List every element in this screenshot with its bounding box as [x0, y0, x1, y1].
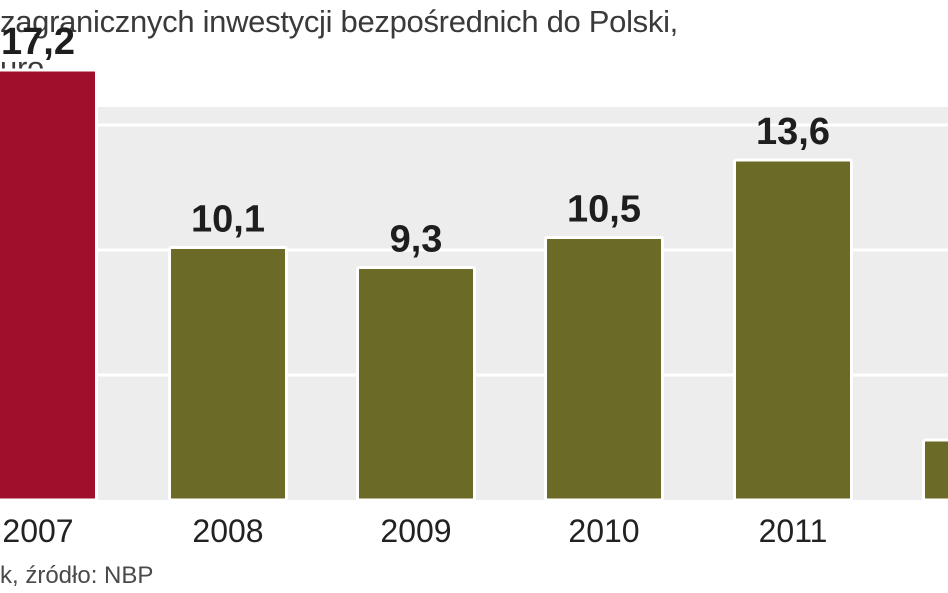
tick-label-2010: 2010 — [568, 513, 639, 549]
chart-title-line-1: zagranicznych inwestycji bezpośrednich d… — [0, 4, 678, 39]
bar-2007 — [0, 68, 98, 502]
tick-label-2007: 2007 — [2, 513, 73, 549]
tick-label-2009: 2009 — [380, 513, 451, 549]
value-label-2008: 10,1 — [191, 199, 265, 241]
value-label-2007: 17,2 — [1, 21, 75, 63]
bar-2011 — [733, 158, 853, 502]
value-label-2011: 13,6 — [756, 111, 830, 153]
value-label-2009: 9,3 — [390, 219, 443, 261]
bar-2009 — [356, 266, 476, 502]
bar-2008 — [168, 246, 288, 502]
bar-2 — [922, 438, 948, 502]
chart-source: k, źródło: NBP — [0, 562, 154, 589]
tick-label-2008: 2008 — [192, 513, 263, 549]
tick-label-2011: 2011 — [759, 513, 828, 549]
value-label-2010: 10,5 — [567, 189, 641, 231]
bar-2010 — [544, 236, 664, 502]
